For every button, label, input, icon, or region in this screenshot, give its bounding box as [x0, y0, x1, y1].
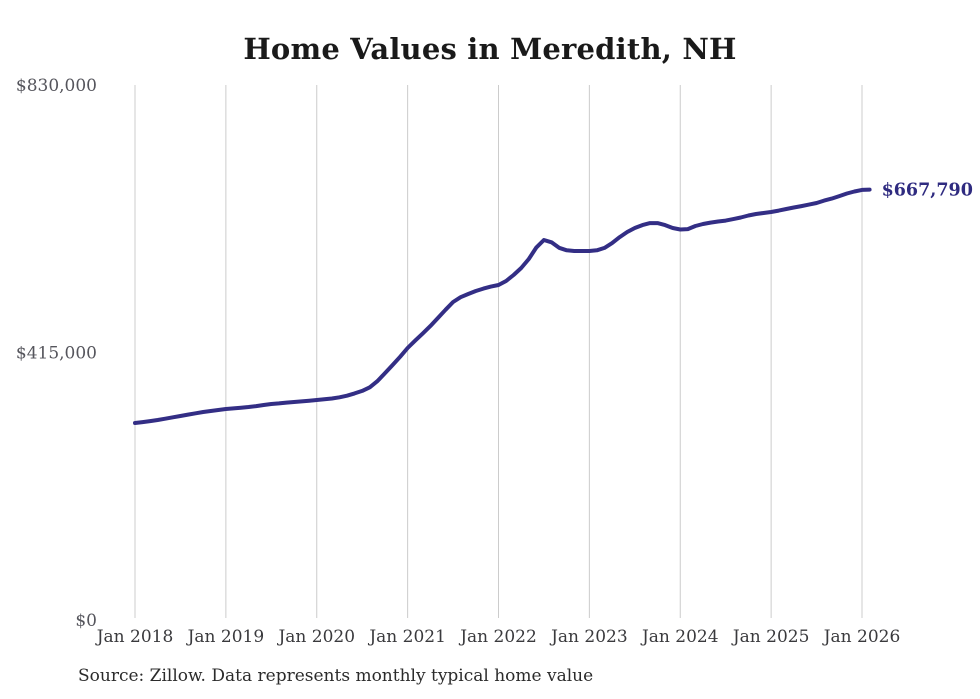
x-tick-label: Jan 2023: [549, 627, 628, 647]
y-tick-label: $830,000: [16, 76, 97, 96]
source-note: Source: Zillow. Data represents monthly …: [78, 666, 594, 686]
x-tick-label: Jan 2020: [276, 627, 355, 647]
x-tick-label: Jan 2021: [367, 627, 446, 647]
x-tick-label: Jan 2019: [186, 627, 265, 647]
home-value-line: [133, 187, 872, 425]
x-tick-label: Jan 2018: [95, 627, 174, 647]
x-tick-label: Jan 2025: [731, 627, 810, 647]
end-value-label: $667,790: [882, 181, 973, 201]
y-tick-label: $415,000: [16, 344, 97, 364]
x-tick-label: Jan 2026: [822, 627, 901, 647]
x-tick-label: Jan 2024: [640, 627, 719, 647]
x-tick-label: Jan 2022: [458, 627, 537, 647]
y-tick-label: $0: [75, 611, 97, 631]
chart-title: Home Values in Meredith, NH: [243, 32, 737, 66]
